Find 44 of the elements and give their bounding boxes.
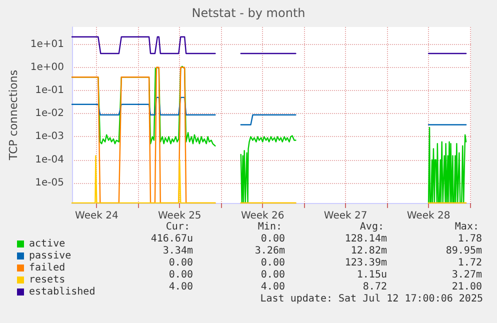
text: Avg: <box>360 222 384 232</box>
y-tick-label: 1e-02 <box>35 108 64 120</box>
y-tick-label: 1e+01 <box>30 38 64 50</box>
text: 3.34m <box>162 246 193 256</box>
y-tick-label: 1e-05 <box>35 177 64 188</box>
x-tick-label: Week 24 <box>75 210 118 222</box>
text: 1.15u <box>356 270 387 280</box>
text: 1.78 <box>458 234 482 244</box>
legend-label: active <box>29 238 66 250</box>
text: 3.27m <box>452 270 482 280</box>
text: 89.95m <box>446 246 482 256</box>
text: 12.82m <box>350 246 387 256</box>
y-tick-label: 1e+00 <box>30 62 64 73</box>
text: 4.00 <box>168 282 193 292</box>
text: 128.14m <box>344 234 387 244</box>
text: Min: <box>258 222 282 232</box>
text: Cur: <box>166 222 190 232</box>
text: Max: <box>454 222 479 232</box>
text: 0.00 <box>260 234 285 244</box>
x-tick-label: Week 25 <box>158 210 202 222</box>
text: 8.72 <box>362 282 387 292</box>
text: 0.00 <box>168 270 193 280</box>
text: 123.39m <box>344 258 387 268</box>
x-tick-label: Week 28 <box>406 210 450 222</box>
chart-title: Netstat - by month <box>192 6 306 20</box>
text: 416.67u <box>150 234 193 244</box>
text: 0.00 <box>260 270 285 280</box>
x-tick-label: Week 26 <box>240 210 284 222</box>
text: 1.72 <box>458 258 482 268</box>
text: 4.00 <box>260 282 285 292</box>
legend-label: resets <box>29 274 66 286</box>
y-tick-label: 1e-01 <box>35 84 64 96</box>
legend-label: failed <box>29 262 66 274</box>
text: 0.00 <box>260 258 285 268</box>
y-axis-title: TCP connections <box>7 70 20 162</box>
legend-label: passive <box>29 250 72 262</box>
text: Last update: Sat Jul 12 17:00:06 2025 <box>260 294 483 304</box>
x-tick-label: Week 27 <box>324 210 368 222</box>
y-tick-label: 1e-04 <box>35 154 64 166</box>
y-tick-label: 1e-03 <box>35 131 64 142</box>
text: 21.00 <box>452 282 482 292</box>
text: 0.00 <box>168 258 193 268</box>
legend-label: established <box>29 286 96 298</box>
text: 3.26m <box>254 246 285 256</box>
